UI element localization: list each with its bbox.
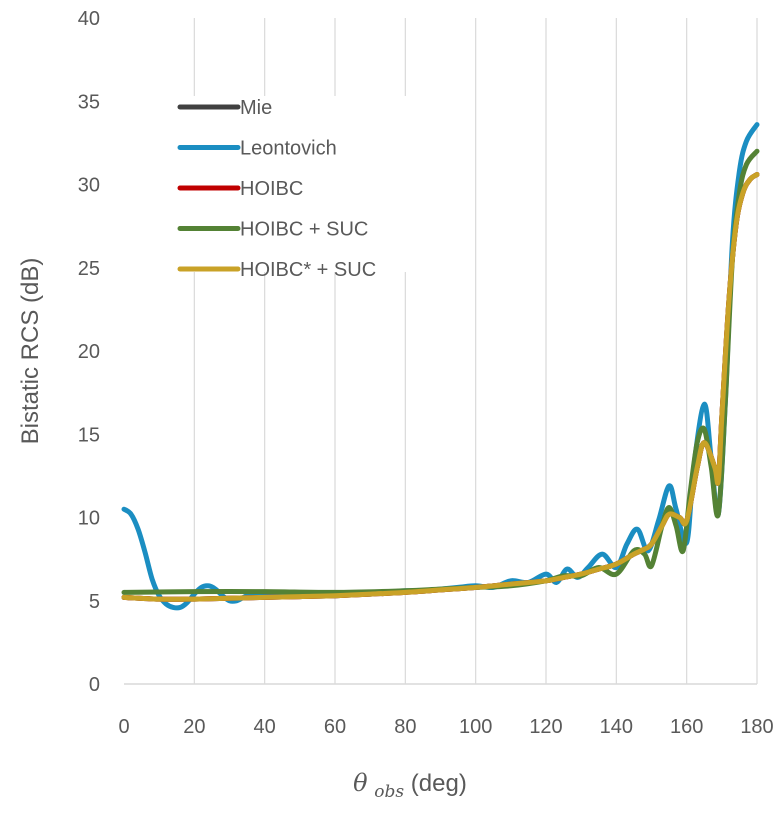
series-lines [121,122,760,611]
y-tick-label: 0 [89,674,100,696]
y-tick-label: 10 [78,508,100,530]
series-line-hoibc-suc [121,172,760,602]
x-axis-title: θ obs (deg) [353,769,467,803]
y-tick-labels: 0 5 10 15 20 25 30 35 40 [78,8,100,696]
x-axis-title-unit: (deg) [411,770,467,797]
x-tick-label: 40 [254,716,276,738]
legend-label-hoibc: HOIBC [240,178,303,200]
y-tick-label: 40 [78,8,100,30]
x-tick-label: 160 [670,716,703,738]
x-tick-label: 140 [600,716,633,738]
legend-background [170,96,428,272]
legend: Mie Leontovich HOIBC HOIBC + SUC HOIBC* + SU… [170,96,428,281]
y-tick-label: 25 [78,258,100,280]
y-tick-label: 35 [78,91,100,113]
x-axis-title-subscript: obs [374,782,404,802]
x-tick-label: 80 [394,716,416,738]
x-tick-label: 120 [529,716,562,738]
y-tick-label: 5 [89,591,100,613]
y-tick-label: 20 [78,341,100,363]
y-tick-label: 15 [78,424,100,446]
x-tick-labels: 0 20 40 60 80 100 120 140 160 180 [118,716,773,738]
y-axis-title: Bistatic RCS (dB) [17,258,44,445]
legend-label-hoibc-suc: HOIBC* + SUC [240,259,376,281]
x-tick-label: 60 [324,716,346,738]
x-tick-label: 100 [459,716,492,738]
x-tick-label: 0 [118,716,129,738]
x-tick-label: 20 [183,716,205,738]
legend-label-mie: Mie [240,97,272,119]
legend-label-hoibc-suc: HOIBC + SUC [240,219,368,241]
y-tick-label: 30 [78,175,100,197]
legend-label-leontovich: Leontovich [240,138,337,160]
x-tick-label: 180 [740,716,773,738]
x-axis-title-symbol: θ [353,769,368,797]
